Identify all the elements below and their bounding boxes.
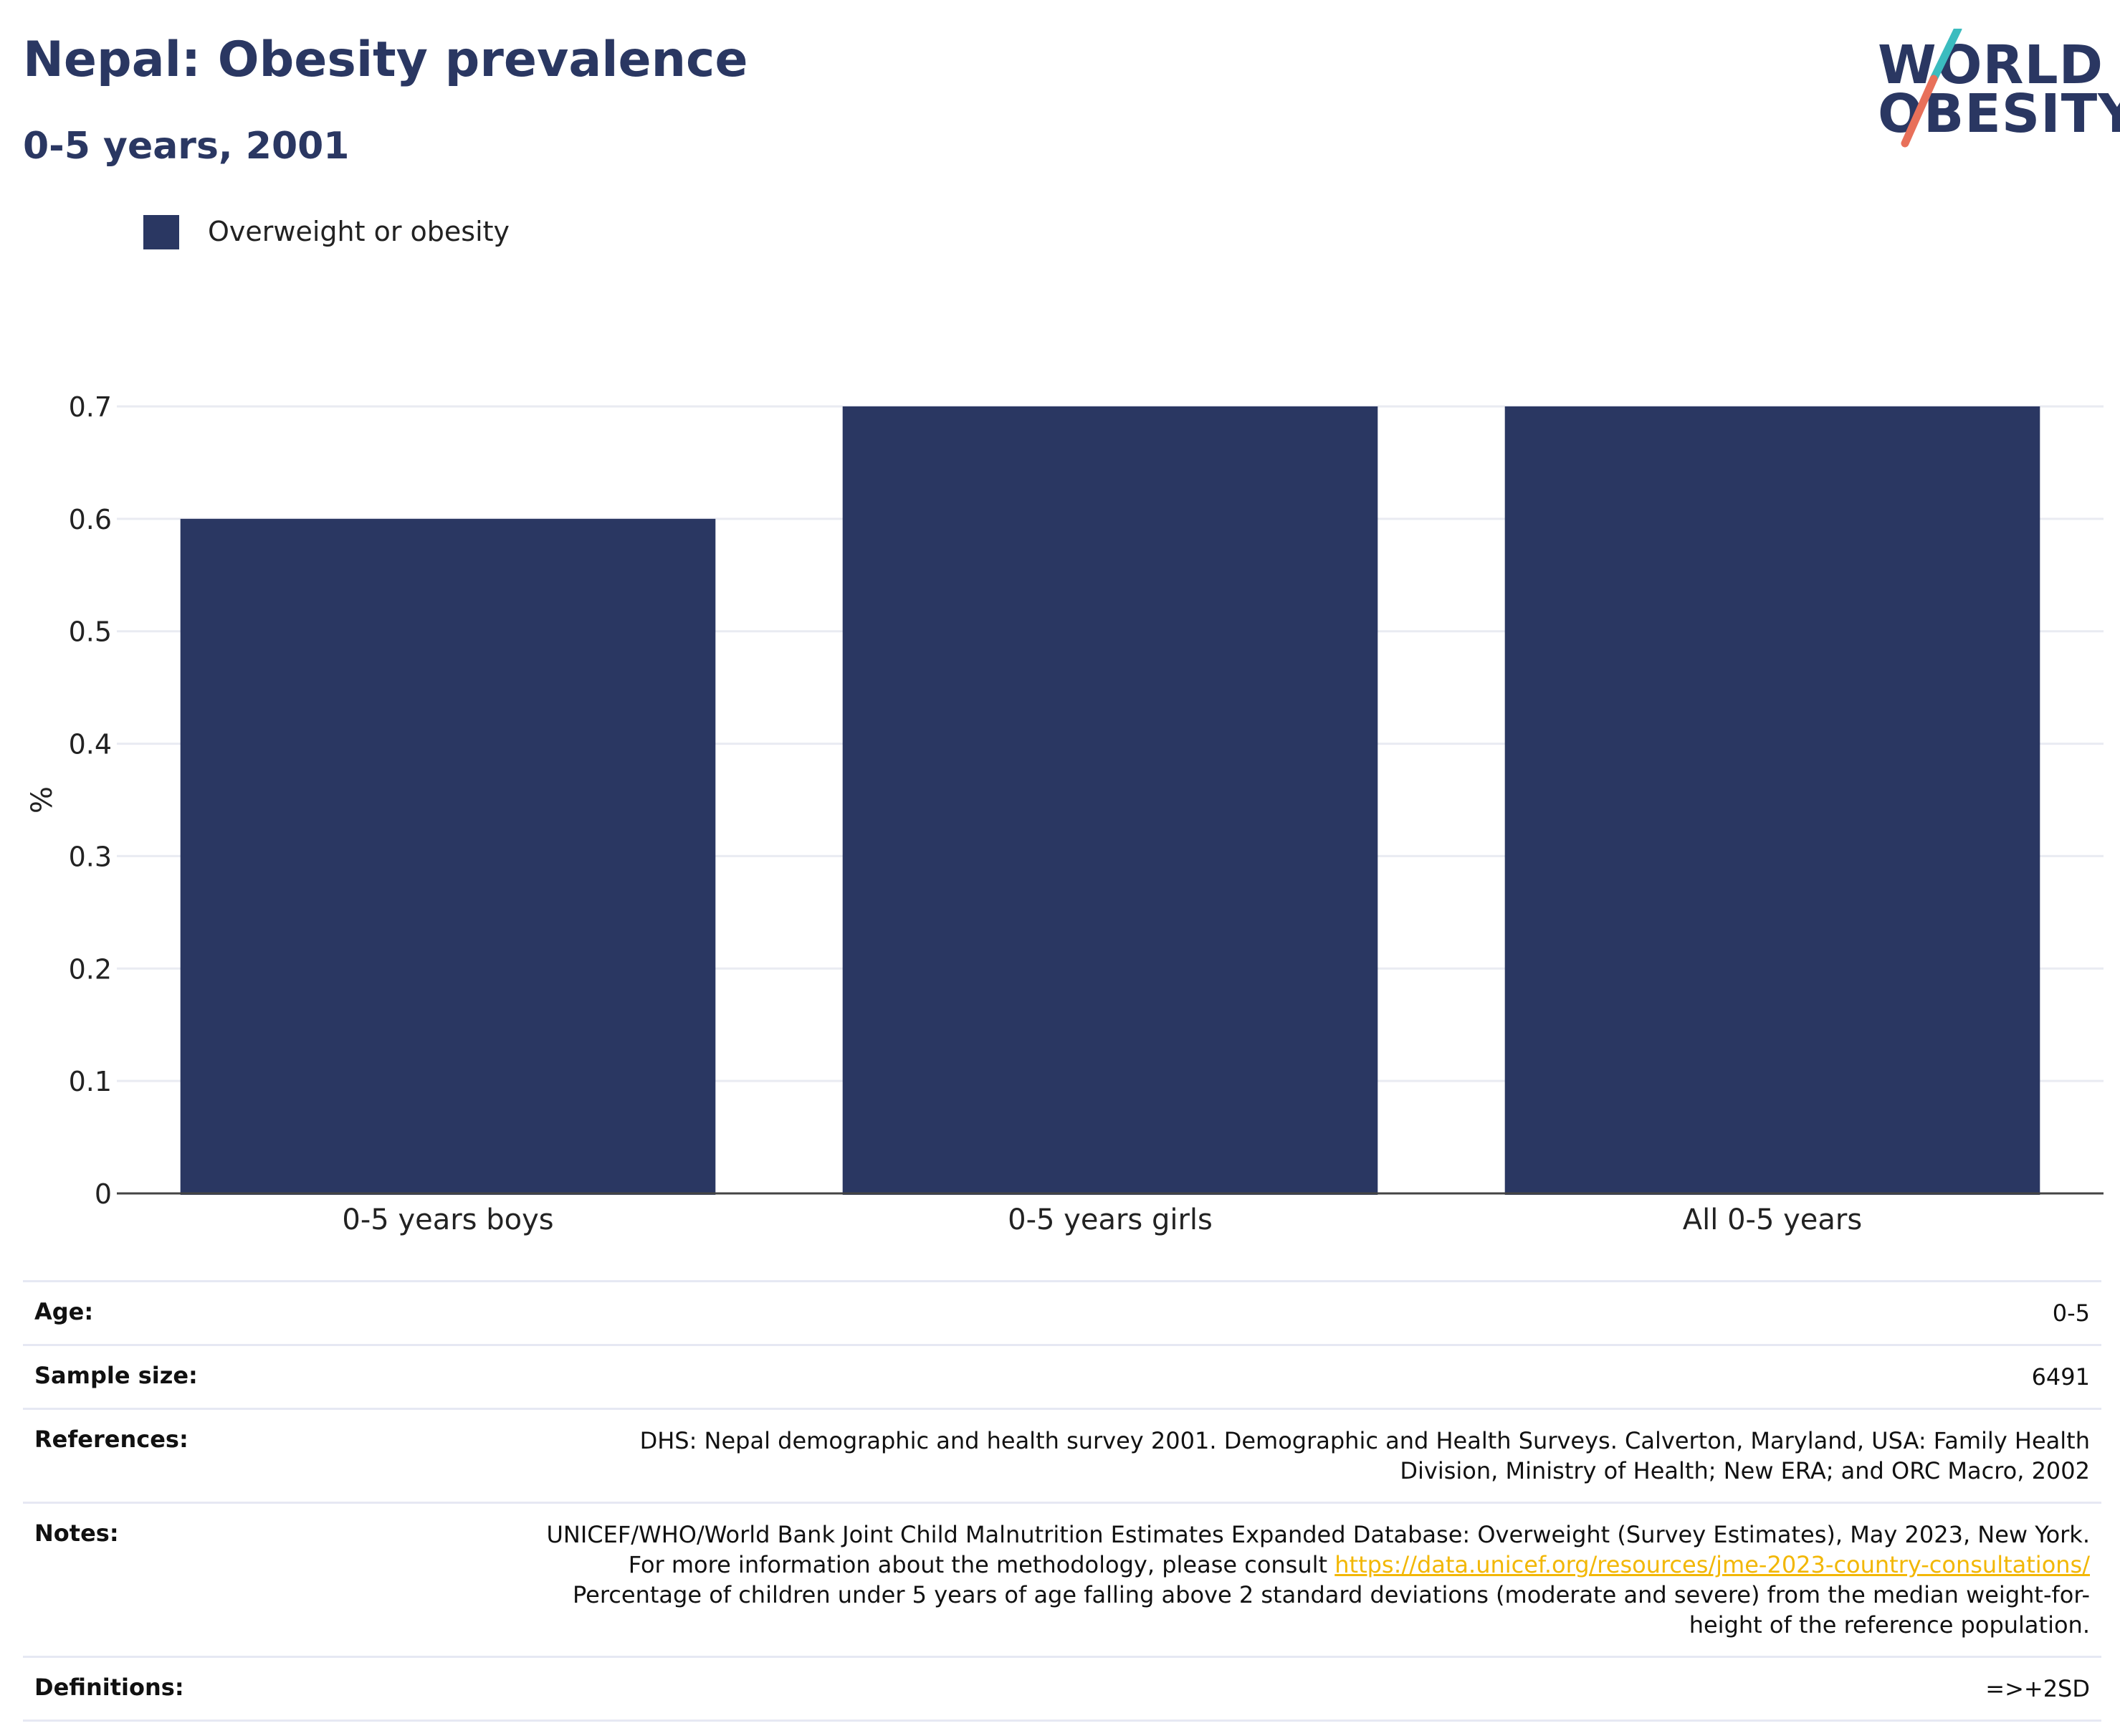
world-obesity-logo: WORLD OBESITY <box>1871 29 2120 158</box>
references-label: References: <box>34 1426 188 1453</box>
legend-label: Overweight or obesity <box>208 216 510 247</box>
page-title: Nepal: Obesity prevalence <box>23 32 748 88</box>
y-tick-label: 0 <box>95 1178 112 1210</box>
sample-size-value: 6491 <box>2031 1363 2090 1391</box>
y-tick-label: 0.1 <box>69 1066 112 1097</box>
bar-chart: 0 0.1 0.2 0.3 0.4 0.5 0.6 0.7 0-5 years boys 0-5 … <box>26 391 2104 1236</box>
y-tick-label: 0.7 <box>69 391 112 423</box>
notes-text-1: UNICEF/WHO/World Bank Joint Child Malnut… <box>546 1521 2091 1578</box>
info-table: Age: 0-5 Sample size: 6491 References: D… <box>23 1280 2101 1722</box>
x-tick-label: All 0-5 years <box>1683 1203 1862 1236</box>
logo-slash-icon <box>1901 29 1962 148</box>
y-tick-label: 0.5 <box>69 616 112 648</box>
legend-swatch <box>143 215 179 249</box>
notes-text-2: Percentage of children under 5 years of … <box>573 1581 2090 1639</box>
bar <box>1504 406 2040 1195</box>
y-axis-title: % <box>26 786 59 814</box>
info-row-references: References: DHS: Nepal demographic and h… <box>23 1410 2101 1504</box>
page-subtitle: 0-5 years, 2001 <box>23 125 350 168</box>
age-label: Age: <box>34 1298 94 1325</box>
y-tick-label: 0.2 <box>69 953 112 985</box>
definitions-value: =>+2SD <box>1985 1675 2090 1702</box>
logo-line-1: WORLD <box>1878 34 2104 96</box>
notes-value: UNICEF/WHO/World Bank Joint Child Malnut… <box>536 1520 2091 1640</box>
info-row-age: Age: 0-5 <box>23 1280 2101 1346</box>
notes-link[interactable]: https://data.unicef.org/resources/jme-20… <box>1334 1551 2090 1578</box>
y-tick-label: 0.6 <box>69 504 112 535</box>
bar <box>180 518 716 1195</box>
x-tick-label: 0-5 years girls <box>1008 1203 1213 1236</box>
info-row-notes: Notes: UNICEF/WHO/World Bank Joint Child… <box>23 1504 2101 1658</box>
bar <box>842 406 1378 1195</box>
y-tick-label: 0.4 <box>69 729 112 760</box>
info-row-definitions: Definitions: =>+2SD <box>23 1658 2101 1722</box>
x-tick-label: 0-5 years boys <box>342 1203 553 1236</box>
definitions-label: Definitions: <box>34 1674 184 1701</box>
y-tick-label: 0.3 <box>69 841 112 872</box>
sample-size-label: Sample size: <box>34 1362 198 1389</box>
info-row-sample-size: Sample size: 6491 <box>23 1346 2101 1410</box>
notes-label: Notes: <box>34 1520 119 1547</box>
age-value: 0-5 <box>2052 1299 2090 1327</box>
references-value: DHS: Nepal demographic and health survey… <box>639 1427 2090 1484</box>
